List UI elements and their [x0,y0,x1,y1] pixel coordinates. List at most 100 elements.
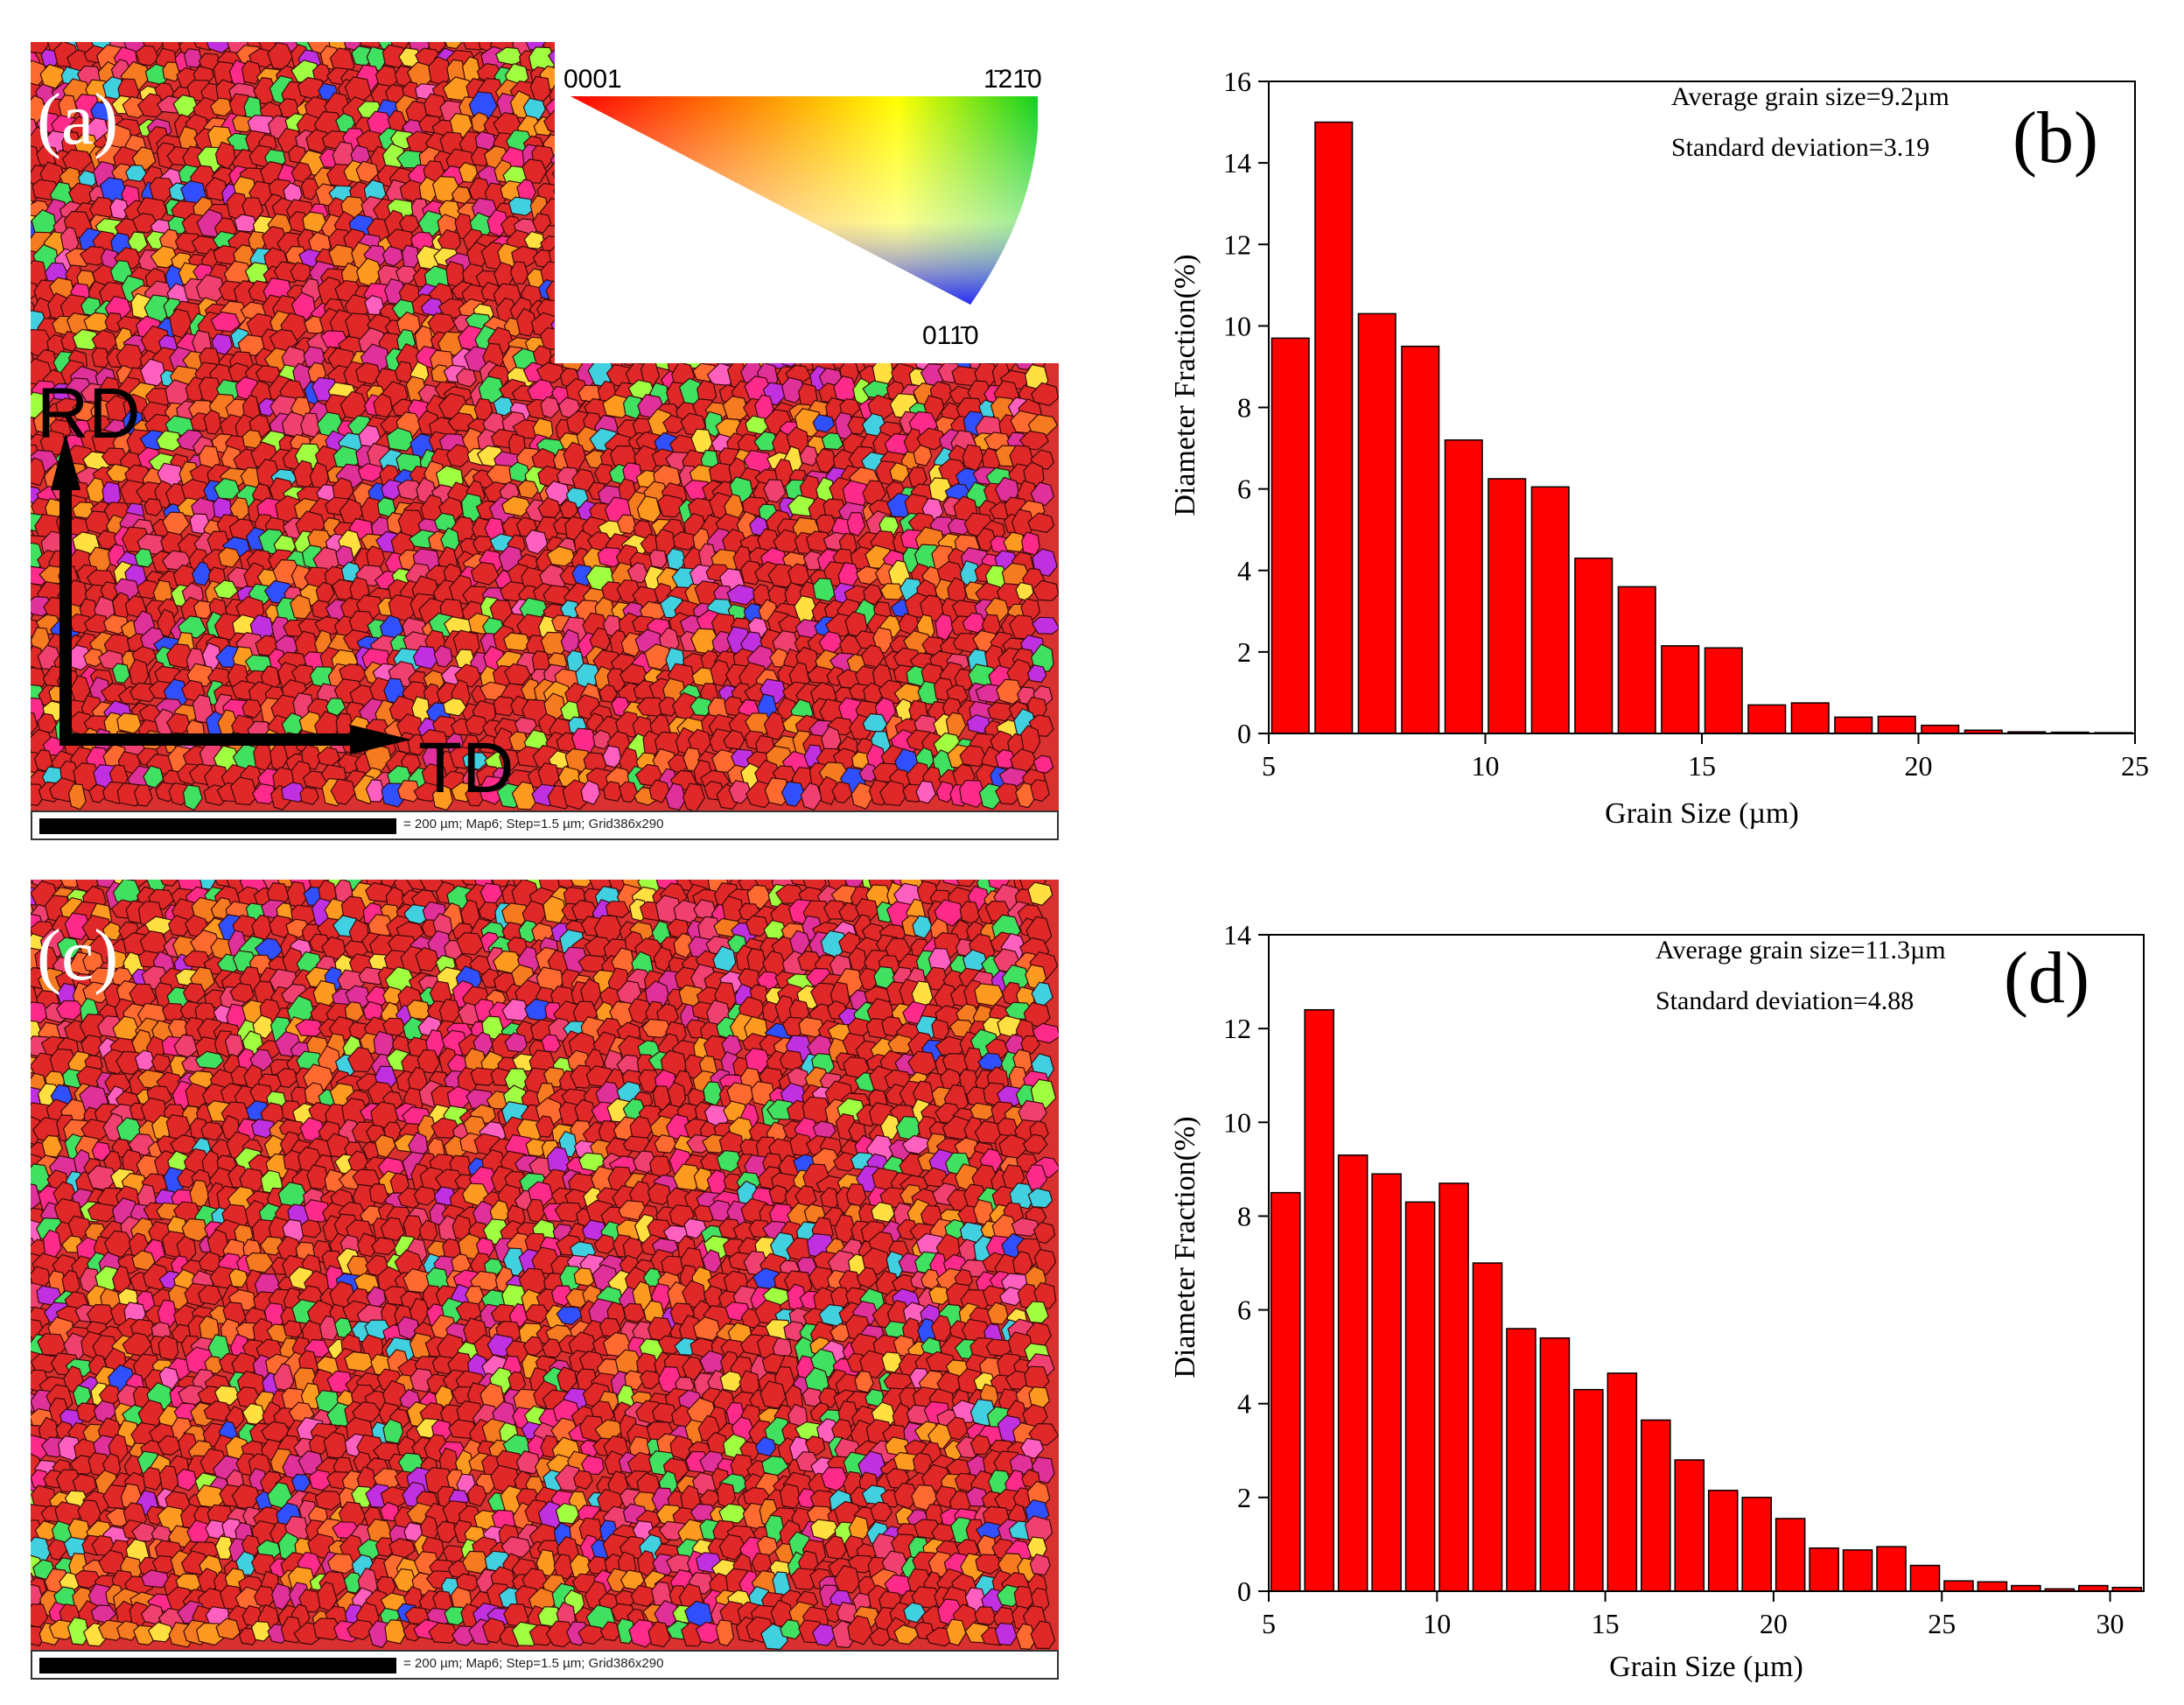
grain [532,213,552,234]
grain [37,1333,67,1357]
grain [406,999,430,1021]
grain [91,329,118,354]
ipf-triangle: 0001 1̄21̄0 011̄0 [564,65,1042,350]
grain [136,93,166,118]
grain [1031,382,1059,407]
grain [104,312,124,333]
grain [845,1183,867,1208]
grain [662,414,685,434]
grain [209,97,234,117]
grain [517,480,539,499]
grain [465,1285,485,1305]
grain [300,178,320,201]
grain [500,495,532,517]
grain [355,361,382,385]
grain [158,1335,179,1361]
grain [144,498,163,516]
ipf-label-1210: 1̄21̄0 [984,65,1042,94]
grain [156,430,183,452]
grain [205,176,228,201]
grain [597,546,625,568]
grain [386,427,415,452]
grain [125,164,148,183]
grain [508,196,535,216]
grain [1027,512,1055,533]
grain [210,311,242,333]
grain [127,231,149,253]
ipf-label-0110: 011̄0 [922,321,979,350]
td-label: TD [418,728,514,808]
grain [536,361,566,383]
grain [511,245,540,268]
grain [134,548,154,568]
grain [237,333,267,357]
scalebar-a: = 200 µm; Map6; Step=1.5 µm; Grid386x290 [31,810,1059,840]
grain [522,158,548,184]
grain [183,48,203,68]
grain [72,328,101,351]
grain [987,701,1015,722]
grain [622,1302,646,1323]
grain [213,244,242,265]
grain [460,493,484,523]
grain [821,432,844,451]
grain [622,395,645,420]
grain [470,561,500,586]
grain-map-c [31,880,1059,1650]
grain [290,262,312,283]
grain [763,479,787,503]
grain [515,307,536,337]
grain [540,396,561,419]
grain [846,512,866,537]
grain [398,214,420,233]
grain [182,982,206,1004]
grain [962,444,984,472]
grain [847,416,868,435]
grain [206,42,234,54]
grain [61,149,94,172]
td-arrow-head [350,725,411,754]
grain [290,291,317,321]
grain [242,60,262,85]
grain [192,561,212,586]
ipf-key-inset: 0001 1̄21̄0 011̄0 [555,42,1059,363]
grain [444,42,463,50]
grain [524,530,549,555]
grain [799,445,819,467]
grain [648,549,668,569]
grain [639,1370,662,1390]
grain [374,1133,396,1159]
grain [1030,481,1054,507]
grain [928,477,953,503]
grain [150,245,178,269]
grain [39,63,66,89]
rd-td-axes: RD TD [37,374,514,808]
grain [31,457,46,487]
grain [203,409,222,435]
grain [1027,881,1054,906]
grain [573,1267,595,1288]
grain [1018,430,1049,451]
grains-c [31,880,1059,1650]
grain [305,129,332,154]
grain [839,398,861,417]
grain [382,245,404,267]
grain [974,983,1004,1007]
grain [523,230,545,249]
grain [605,901,630,918]
grain [889,462,910,483]
grain [214,477,241,500]
grain [1031,616,1059,635]
grain [812,414,835,433]
grain [753,431,780,452]
grain [881,1351,903,1373]
grain [135,45,160,67]
grain [355,160,379,184]
grain [217,546,241,568]
grain [916,427,946,451]
grain [96,530,118,550]
grain [928,1286,951,1306]
grain [879,583,905,600]
grain [470,146,491,167]
grain [546,545,576,567]
